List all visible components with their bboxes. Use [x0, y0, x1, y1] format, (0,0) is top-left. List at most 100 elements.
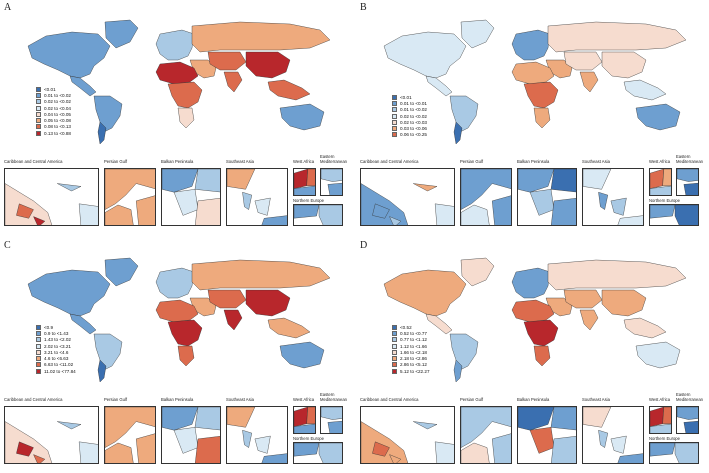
- country-region-eu: [155, 267, 195, 299]
- inset-country-region: [650, 205, 676, 219]
- legend-item: 0.01 to <0.02: [36, 92, 71, 98]
- legend-swatch: [36, 343, 41, 349]
- country-region-sa: [93, 333, 123, 371]
- inset-title-north-europe: Northern Europe: [293, 198, 324, 203]
- inset-country-region: [650, 185, 671, 195]
- inset-country-region: [598, 191, 609, 210]
- color-legend: <0.01 0.01 to <0.02 0.02 to <0.02 0.02 to <…: [36, 86, 71, 136]
- legend-item: <0.52: [392, 324, 430, 330]
- legend-swatch: [392, 343, 397, 349]
- inset-country-region: [491, 195, 511, 225]
- legend-item: <0.9: [36, 324, 76, 330]
- legend-label: 2.02 to <3.21: [44, 343, 71, 349]
- legend-item: 0.02 to <0.02: [36, 99, 71, 105]
- inset-map-north-europe: [649, 442, 699, 464]
- country-region-na: [27, 31, 111, 79]
- inset-country-region: [105, 442, 134, 463]
- inset-map-north-europe: [293, 204, 343, 226]
- inset-country-region: [683, 182, 698, 195]
- inset-title-east-med: Eastern Mediterranean: [676, 392, 704, 402]
- country-region-ru: [547, 259, 687, 291]
- legend-label: 0.04 to <0.05: [44, 111, 71, 117]
- legend-label: 0.02 to <0.04: [44, 105, 71, 111]
- inset-country-region: [677, 407, 698, 420]
- legend-swatch: [36, 92, 41, 98]
- world-choropleth-map: [383, 19, 687, 145]
- country-region-asia-c: [207, 289, 247, 309]
- country-region-af-n: [155, 299, 199, 323]
- inset-country-region: [162, 169, 199, 193]
- legend-swatch: [36, 86, 41, 92]
- inset-map-west-africa: [293, 168, 316, 196]
- legend-label: <0.01: [44, 86, 56, 92]
- legend-label: 0.01 to <0.02: [44, 92, 71, 98]
- inset-country-region: [662, 407, 671, 424]
- inset-country-region: [674, 443, 698, 463]
- legend-label: 0.08 to <0.13: [44, 124, 71, 130]
- legend-item: 0.01 to <0.02: [392, 107, 427, 113]
- country-region-sa-s: [97, 359, 107, 383]
- legend-swatch: [36, 111, 41, 117]
- inset-country-region: [327, 182, 342, 195]
- color-legend: <0.01 0.01 to <0.01 0.01 to <0.02 0.02 to <…: [392, 94, 427, 138]
- inset-country-region: [583, 407, 612, 428]
- legend-swatch: [392, 113, 397, 119]
- country-region-asia-c: [563, 51, 603, 71]
- inset-country-region: [610, 435, 627, 454]
- legend-item: <0.01: [36, 86, 71, 92]
- legend-swatch: [36, 356, 41, 362]
- inset-country-region: [16, 441, 34, 457]
- country-region-sea: [267, 79, 311, 101]
- inset-title-balkan: Balkan Peninsula: [517, 159, 550, 164]
- inset-title-persian-gulf: Persian Gulf: [104, 159, 128, 164]
- inset-country-region: [321, 169, 342, 182]
- legend-swatch: [392, 126, 397, 132]
- inset-title-se-asia: Southeast Asia: [582, 397, 610, 402]
- country-region-ru: [191, 259, 331, 291]
- inset-title-west-africa: West Africa: [293, 159, 315, 164]
- inset-country-region: [650, 423, 671, 433]
- inset-map-caribbean: [4, 406, 99, 464]
- legend-label: 3.21 to <4.6: [44, 349, 69, 355]
- inset-country-region: [372, 441, 390, 457]
- inset-title-east-med: Eastern Mediterranean: [320, 392, 348, 402]
- legend-item: 0.04 to <0.05: [36, 111, 71, 117]
- inset-map-balkan: [161, 168, 221, 226]
- legend-label: 6.63 to <11.02: [44, 362, 74, 368]
- inset-country-region: [227, 407, 256, 428]
- country-region-af-n: [511, 61, 555, 85]
- inset-title-west-africa: West Africa: [649, 159, 671, 164]
- country-region-cn: [245, 51, 291, 79]
- country-region-sa-s: [453, 121, 463, 145]
- country-region-ru: [191, 21, 331, 53]
- legend-swatch: [392, 337, 397, 343]
- country-region-gl: [460, 19, 495, 49]
- legend-swatch: [36, 130, 41, 136]
- inset-title-north-europe: Northern Europe: [293, 436, 324, 441]
- inset-map-caribbean: [4, 168, 99, 226]
- inset-map-persian-gulf: [104, 406, 156, 464]
- inset-title-west-africa: West Africa: [293, 397, 315, 402]
- legend-item: 0.52 to <0.77: [392, 330, 430, 336]
- legend-label: 0.02 to <0.02: [400, 113, 427, 119]
- legend-item: 2.86 to <5.12: [392, 362, 430, 368]
- country-region-sea: [267, 317, 311, 339]
- inset-country-region: [306, 169, 315, 186]
- country-region-af-s: [533, 345, 551, 367]
- legend-item: 0.08 to <0.13: [36, 124, 71, 130]
- country-region-sa: [449, 333, 479, 371]
- inset-country-region: [650, 407, 665, 427]
- inset-title-se-asia: Southeast Asia: [582, 159, 610, 164]
- inset-country-region: [261, 453, 287, 463]
- legend-label: <0.9: [44, 324, 54, 330]
- country-region-gl: [104, 257, 139, 287]
- legend-item: 0.01 to <0.01: [392, 100, 427, 106]
- legend-label: 0.9 to <1.43: [44, 330, 69, 336]
- color-legend: <0.9 0.9 to <1.43 1.43 to <2.02 2.02 to <3.…: [36, 324, 76, 374]
- country-region-ru: [547, 21, 687, 53]
- country-region-ca: [69, 75, 97, 97]
- legend-swatch: [36, 324, 41, 330]
- legend-label: 0.13 to <0.88: [44, 130, 71, 136]
- inset-country-region: [461, 442, 490, 463]
- country-region-sa-s: [97, 121, 107, 145]
